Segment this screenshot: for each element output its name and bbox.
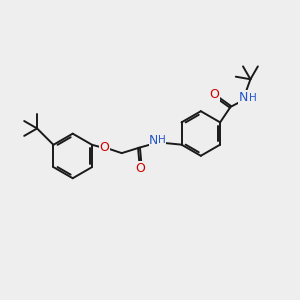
Text: O: O	[209, 88, 219, 101]
Text: H: H	[249, 93, 256, 103]
Text: N: N	[149, 134, 158, 147]
Text: N: N	[239, 91, 248, 103]
Text: O: O	[136, 162, 146, 175]
Text: O: O	[100, 141, 110, 154]
Text: H: H	[158, 135, 166, 145]
